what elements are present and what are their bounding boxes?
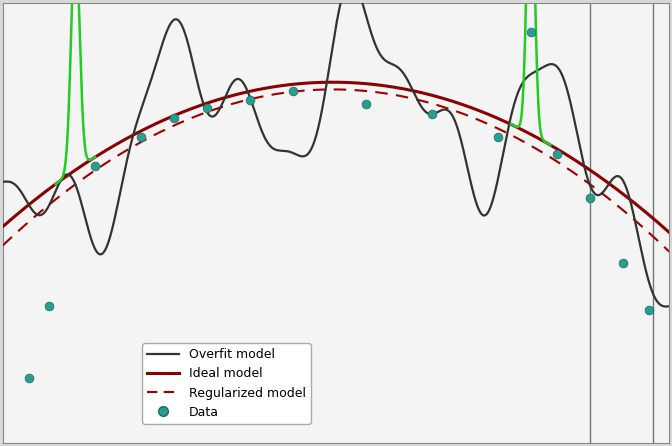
- Point: [288, 87, 298, 95]
- Point: [526, 28, 536, 35]
- Point: [202, 105, 213, 112]
- Point: [552, 151, 562, 158]
- Legend: Overfit model, Ideal model, Regularized model, Data: Overfit model, Ideal model, Regularized …: [142, 343, 310, 424]
- Point: [44, 302, 54, 310]
- Point: [360, 100, 371, 107]
- Point: [618, 259, 628, 266]
- Point: [585, 194, 595, 201]
- Point: [245, 96, 255, 103]
- Point: [136, 133, 146, 140]
- Point: [493, 133, 503, 140]
- Point: [24, 375, 34, 382]
- Point: [644, 307, 655, 314]
- Point: [90, 162, 101, 169]
- Point: [426, 111, 437, 118]
- Point: [169, 115, 179, 122]
